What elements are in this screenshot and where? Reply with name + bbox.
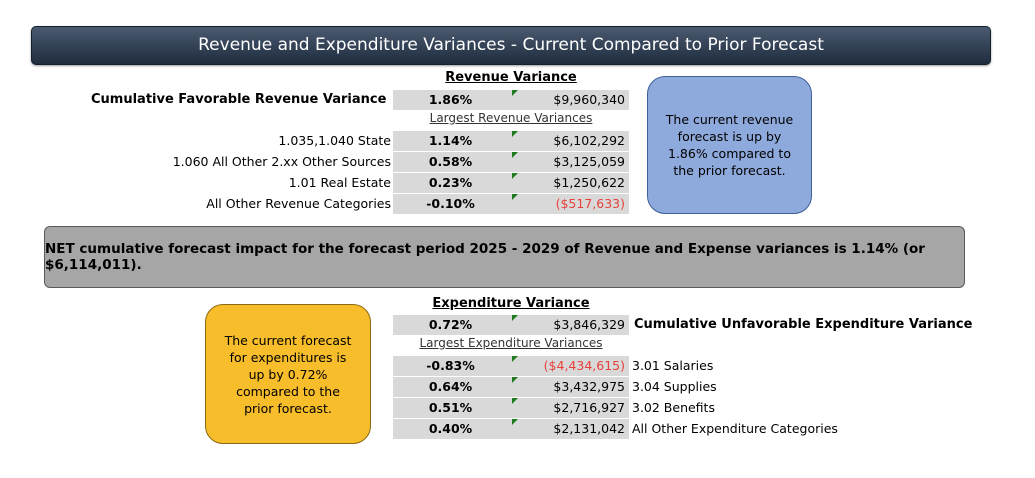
revenue-cumulative-amount: $9,960,340 [508, 90, 629, 110]
revenue-row-amount: ($517,633) [508, 194, 629, 214]
cell-comment-marker [512, 173, 518, 179]
revenue-row-amount: $1,250,622 [508, 173, 629, 193]
revenue-row-pct: 0.58% [393, 152, 508, 172]
revenue-row-label: 1.035,1.040 State [278, 133, 391, 148]
expenditure-row-pct: -0.83% [393, 356, 508, 376]
cell-comment-marker [512, 152, 518, 158]
cell-comment-marker [512, 377, 518, 383]
expenditure-row-amount: $2,716,927 [508, 398, 629, 418]
expenditure-row-label: All Other Expenditure Categories [632, 421, 838, 436]
revenue-row-pct: 1.14% [393, 131, 508, 151]
revenue-row-label: 1.060 All Other 2.xx Other Sources [172, 154, 391, 169]
expenditure-cumulative-label: Cumulative Unfavorable Expenditure Varia… [634, 317, 973, 332]
revenue-heading: Revenue Variance [445, 70, 577, 85]
expenditure-row-pct: 0.40% [393, 419, 508, 439]
cell-comment-marker [512, 131, 518, 137]
revenue-row-amount: $6,102,292 [508, 131, 629, 151]
expenditure-row-label: 3.01 Salaries [632, 358, 714, 373]
expenditure-row-pct: 0.64% [393, 377, 508, 397]
expenditure-row-amount: $2,131,042 [508, 419, 629, 439]
net-impact-box: NET cumulative forecast impact for the f… [44, 226, 965, 288]
cell-comment-marker [512, 194, 518, 200]
cell-comment-marker [512, 356, 518, 362]
revenue-row-label: 1.01 Real Estate [288, 175, 391, 190]
revenue-row-amount: $3,125,059 [508, 152, 629, 172]
revenue-row-pct: 0.23% [393, 173, 508, 193]
expenditure-row-amount: ($4,434,615) [508, 356, 629, 376]
revenue-note-callout: The current revenue forecast is up by 1.… [647, 76, 812, 214]
revenue-row-pct: -0.10% [393, 194, 508, 214]
expenditure-note-callout: The current forecast for expenditures is… [205, 304, 371, 444]
revenue-row-label: All Other Revenue Categories [206, 196, 391, 211]
expenditure-subheading: Largest Expenditure Variances [419, 336, 603, 350]
cell-comment-marker [512, 398, 518, 404]
cell-comment-marker [512, 90, 518, 96]
expenditure-cumulative-pct: 0.72% [393, 315, 508, 335]
revenue-subheading: Largest Revenue Variances [429, 111, 593, 125]
page-title: Revenue and Expenditure Variances - Curr… [31, 26, 991, 65]
expenditure-row-amount: $3,432,975 [508, 377, 629, 397]
expenditure-cumulative-amount: $3,846,329 [508, 315, 629, 335]
revenue-cumulative-label: Cumulative Favorable Revenue Variance [91, 92, 387, 107]
expenditure-row-label: 3.02 Benefits [632, 400, 715, 415]
expenditure-row-pct: 0.51% [393, 398, 508, 418]
cell-comment-marker [512, 315, 518, 321]
cell-comment-marker [512, 419, 518, 425]
expenditure-heading: Expenditure Variance [432, 296, 590, 311]
revenue-cumulative-pct: 1.86% [393, 90, 508, 110]
expenditure-row-label: 3.04 Supplies [632, 379, 717, 394]
